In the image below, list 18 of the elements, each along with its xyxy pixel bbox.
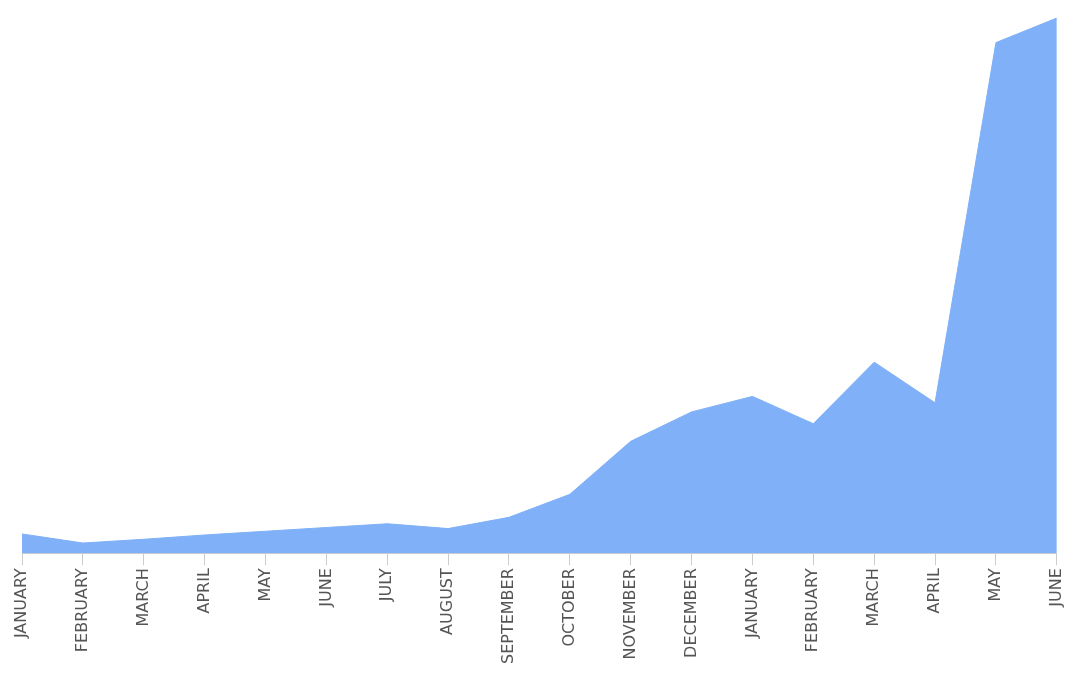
x-tick-label: MAY [985, 567, 1005, 602]
x-tick-label: JULY [376, 567, 396, 603]
x-tick-label: FEBRUARY [802, 567, 822, 653]
x-tick-label: AUGUST [437, 567, 457, 635]
x-tick-label: MAY [254, 567, 274, 602]
x-tick-label: JANUARY [11, 567, 31, 640]
x-tick-label: JUNE [315, 568, 335, 608]
x-tick-label: MARCH [132, 568, 152, 627]
x-tick-label: JANUARY [741, 567, 761, 640]
x-tick-label: NOVEMBER [619, 568, 639, 660]
x-tick-label: DECEMBER [680, 568, 700, 658]
x-tick-label: APRIL [193, 568, 213, 614]
x-tick-label: OCTOBER [558, 568, 578, 647]
x-tick-label: SEPTEMBER [498, 568, 518, 665]
x-tick-label: JUNE [1045, 568, 1065, 608]
x-tick-label: FEBRUARY [72, 567, 92, 653]
x-tick-label: MARCH [863, 568, 883, 627]
x-tick-label: APRIL [924, 568, 944, 614]
